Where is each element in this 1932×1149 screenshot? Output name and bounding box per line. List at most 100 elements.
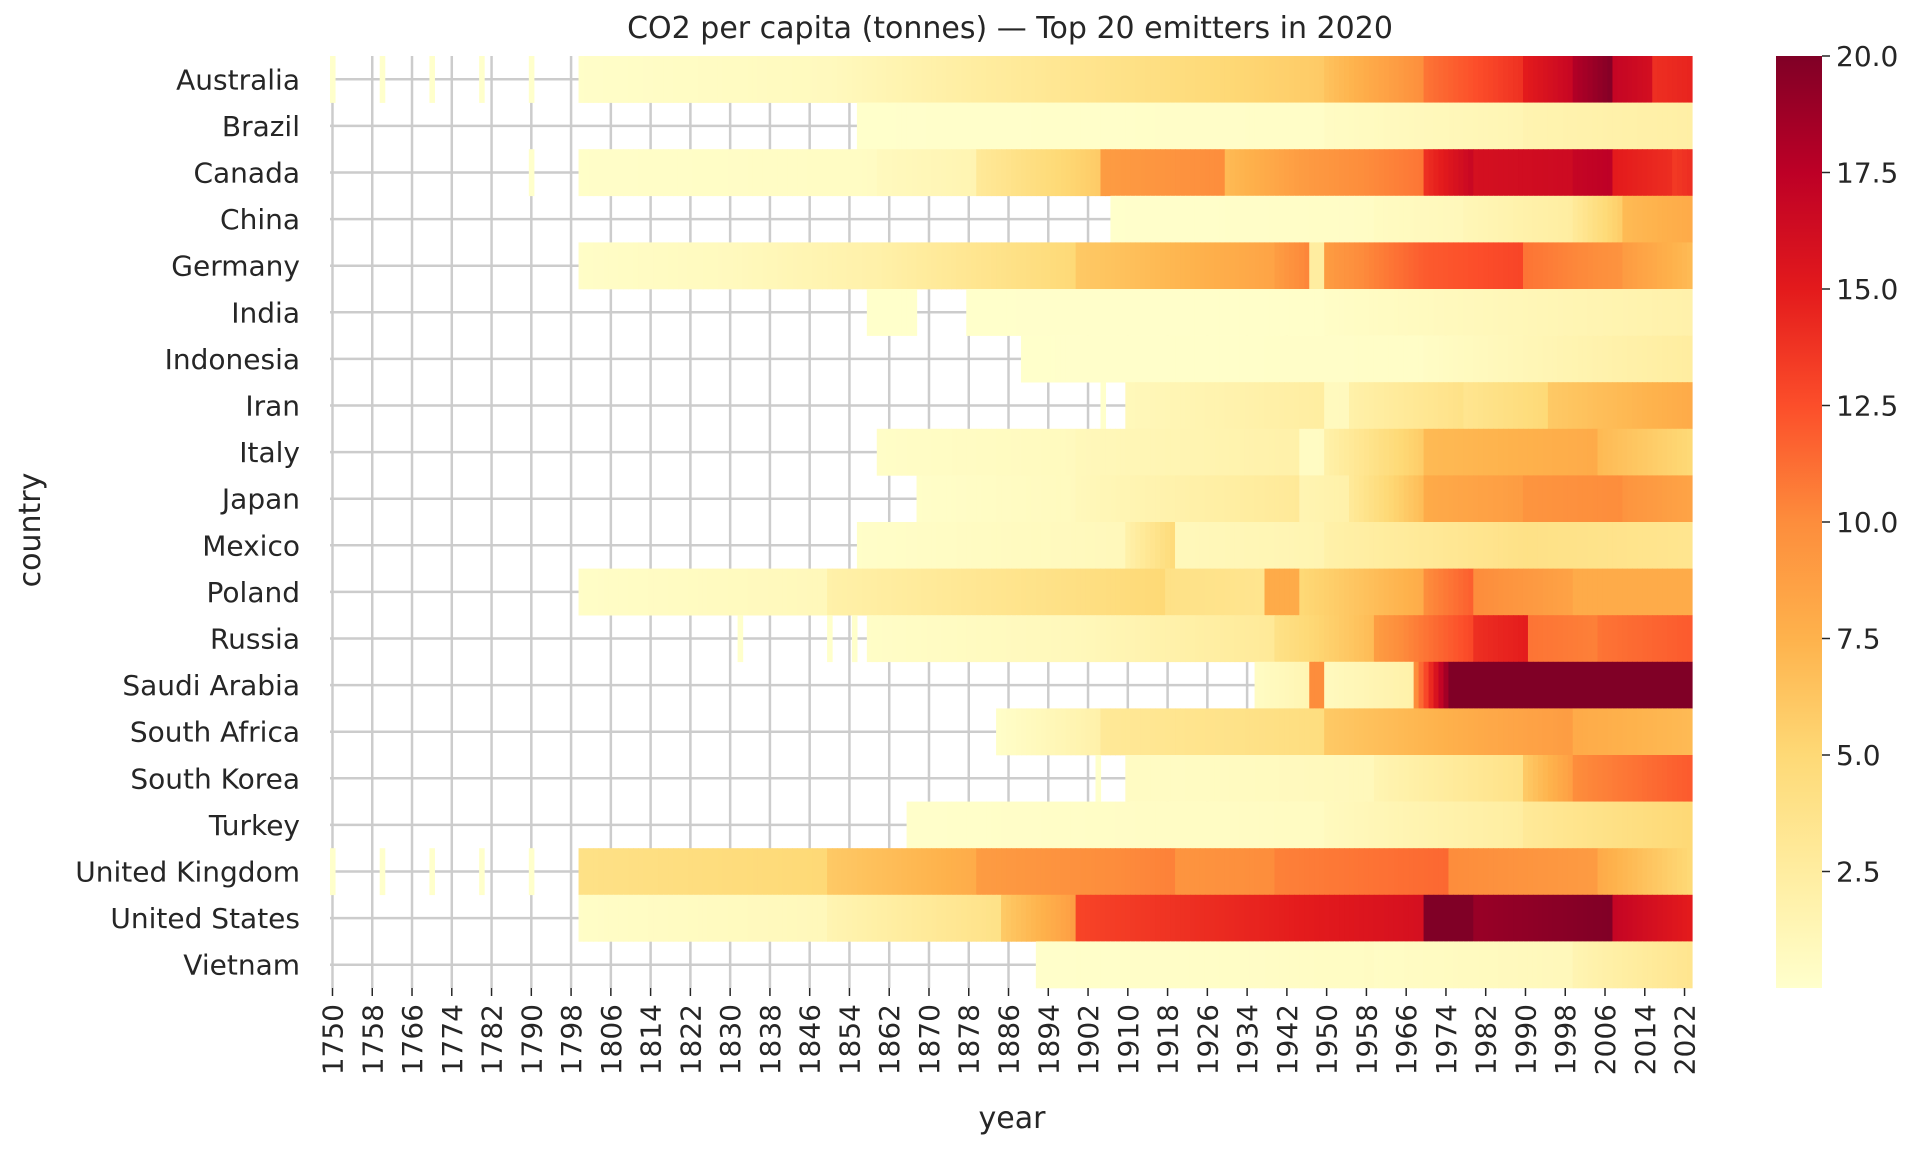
heatmap-cell [722, 56, 729, 103]
heatmap-cell [1378, 661, 1385, 709]
heatmap-cell [1587, 661, 1594, 709]
heatmap-cell [1408, 894, 1415, 942]
heatmap-cell [1468, 475, 1474, 523]
heatmap-cell [1135, 615, 1141, 663]
heatmap-cell [1075, 894, 1082, 942]
heatmap-cell [991, 428, 997, 476]
heatmap-cell [991, 615, 997, 663]
heatmap-cell [896, 615, 903, 663]
heatmap-cell [1508, 428, 1514, 476]
heatmap-cell [1189, 428, 1196, 476]
heatmap-cell [1249, 941, 1256, 989]
heatmap-cell [812, 242, 818, 290]
heatmap-cell [1180, 848, 1186, 896]
heatmap-cell [1458, 382, 1464, 430]
heatmap-cell [1249, 801, 1256, 849]
heatmap-cell [941, 475, 947, 523]
heatmap-cell [1378, 56, 1385, 103]
heatmap-cell [1483, 149, 1489, 197]
heatmap-cell [1339, 801, 1345, 849]
heatmap-cell [1428, 335, 1435, 383]
heatmap-cell [1368, 335, 1375, 383]
heatmap-cell [1662, 848, 1668, 896]
heatmap-cell [1468, 242, 1474, 290]
heatmap-cell [1030, 615, 1037, 663]
heatmap-cell [1329, 522, 1335, 569]
heatmap-cell [1498, 755, 1504, 802]
heatmap-cell [1373, 894, 1380, 942]
heatmap-cell [1682, 755, 1688, 802]
heatmap-cell [1224, 894, 1231, 942]
heatmap-cell [1199, 615, 1206, 663]
heatmap-cell [1135, 382, 1141, 430]
heatmap-cell [901, 428, 908, 476]
heatmap-cell [976, 289, 982, 336]
heatmap-cell [1299, 149, 1305, 197]
heatmap-cell [1403, 428, 1410, 476]
heatmap-cell [1269, 56, 1276, 103]
heatmap-cell [1299, 195, 1305, 243]
heatmap-cell [1259, 801, 1266, 849]
heatmap-cell [772, 568, 778, 616]
heatmap-cell [1642, 195, 1648, 243]
heatmap-cell [1527, 755, 1534, 802]
heatmap-cell [1239, 894, 1246, 942]
heatmap-cell [1184, 801, 1191, 849]
heatmap-cell [1672, 522, 1678, 569]
heatmap-cell [1438, 289, 1445, 336]
heatmap-cell [1627, 242, 1633, 290]
heatmap-cell [1025, 848, 1032, 896]
heatmap-cell [1289, 848, 1295, 896]
heatmap-cell [817, 242, 823, 290]
heatmap-cell [881, 242, 888, 290]
heatmap-cell [1184, 894, 1191, 942]
heatmap-cell [996, 102, 1002, 150]
heatmap-cell [1145, 708, 1151, 756]
heatmap-cell [1304, 335, 1310, 383]
heatmap-cell [1095, 941, 1102, 989]
heatmap-cell [1607, 522, 1614, 569]
heatmap-cell [1085, 102, 1092, 150]
heatmap-cell [1249, 708, 1256, 756]
heatmap-cell [1398, 56, 1405, 103]
heatmap-cell [1184, 428, 1191, 476]
heatmap-cell [1597, 335, 1604, 383]
heatmap-cell [871, 522, 878, 569]
heatmap-cell [692, 894, 699, 942]
heatmap-cell [1622, 568, 1628, 616]
heatmap-cell [976, 848, 982, 896]
heatmap-cell [1642, 335, 1648, 383]
year-tick-label: 1870 [913, 1004, 946, 1075]
heatmap-cell [1244, 801, 1251, 849]
heatmap-cell [1408, 801, 1415, 849]
heatmap-cell [1120, 56, 1126, 103]
heatmap-cell [1453, 242, 1459, 290]
heatmap-cell [1135, 149, 1141, 197]
heatmap-cell [1339, 894, 1345, 942]
heatmap-cell [1458, 568, 1464, 616]
heatmap-cell [1060, 848, 1067, 896]
heatmap-cell [1687, 801, 1693, 849]
heatmap-cell [1532, 801, 1539, 849]
heatmap-cell [1513, 661, 1519, 709]
heatmap-cell [1657, 195, 1663, 243]
heatmap-cell [1035, 149, 1042, 197]
heatmap-cell [1518, 102, 1524, 150]
heatmap-cell [1055, 149, 1062, 197]
heatmap-cell [1453, 661, 1459, 709]
heatmap-cell [1279, 522, 1285, 569]
heatmap-cell [1249, 522, 1256, 569]
heatmap-cell [1642, 615, 1648, 663]
heatmap-cell [747, 894, 754, 942]
heatmap-cell [951, 848, 957, 896]
heatmap-cell [1672, 289, 1678, 336]
heatmap-cell [976, 522, 982, 569]
heatmap-cell [1324, 941, 1330, 989]
heatmap-cell [1289, 289, 1295, 336]
heatmap-cell [1040, 708, 1047, 756]
heatmap-cell [1180, 149, 1186, 197]
heatmap-cell [1667, 56, 1673, 103]
heatmap-cell [1388, 755, 1395, 802]
heatmap-cell [1175, 615, 1181, 663]
heatmap-cell [951, 242, 957, 290]
